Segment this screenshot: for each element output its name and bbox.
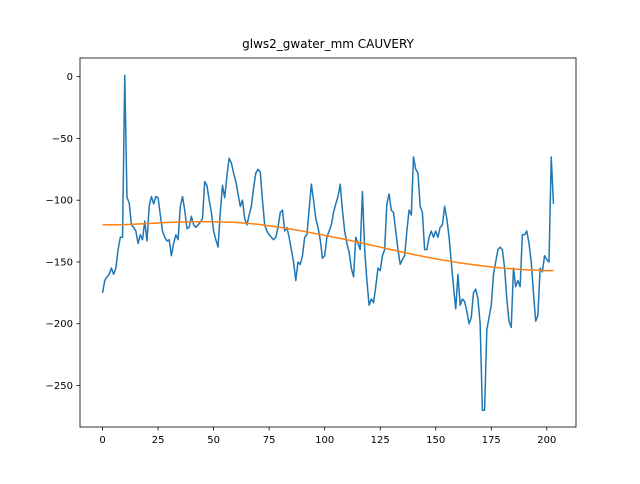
y-tick-label: −200: [46, 319, 73, 330]
x-tick-label: 75: [263, 435, 276, 446]
x-tick-label: 150: [426, 435, 445, 446]
line-series: [102, 221, 554, 272]
x-tick-label: 200: [537, 435, 556, 446]
x-tick-label: 175: [482, 435, 501, 446]
x-tick-label: 50: [207, 435, 220, 446]
y-tick-label: −250: [46, 381, 73, 392]
chart-title: glws2_gwater_mm CAUVERY: [242, 37, 414, 51]
y-tick-label: 0: [67, 72, 73, 83]
plot-frame: [79, 57, 577, 428]
x-tick-label: 125: [371, 435, 390, 446]
x-tick-label: 100: [315, 435, 334, 446]
x-tick-label: 0: [99, 435, 105, 446]
x-tick-label: 25: [152, 435, 165, 446]
y-tick-label: −100: [46, 196, 73, 207]
y-tick-label: −50: [52, 134, 73, 145]
y-tick-label: −150: [46, 257, 73, 268]
line-series: [101, 74, 555, 411]
